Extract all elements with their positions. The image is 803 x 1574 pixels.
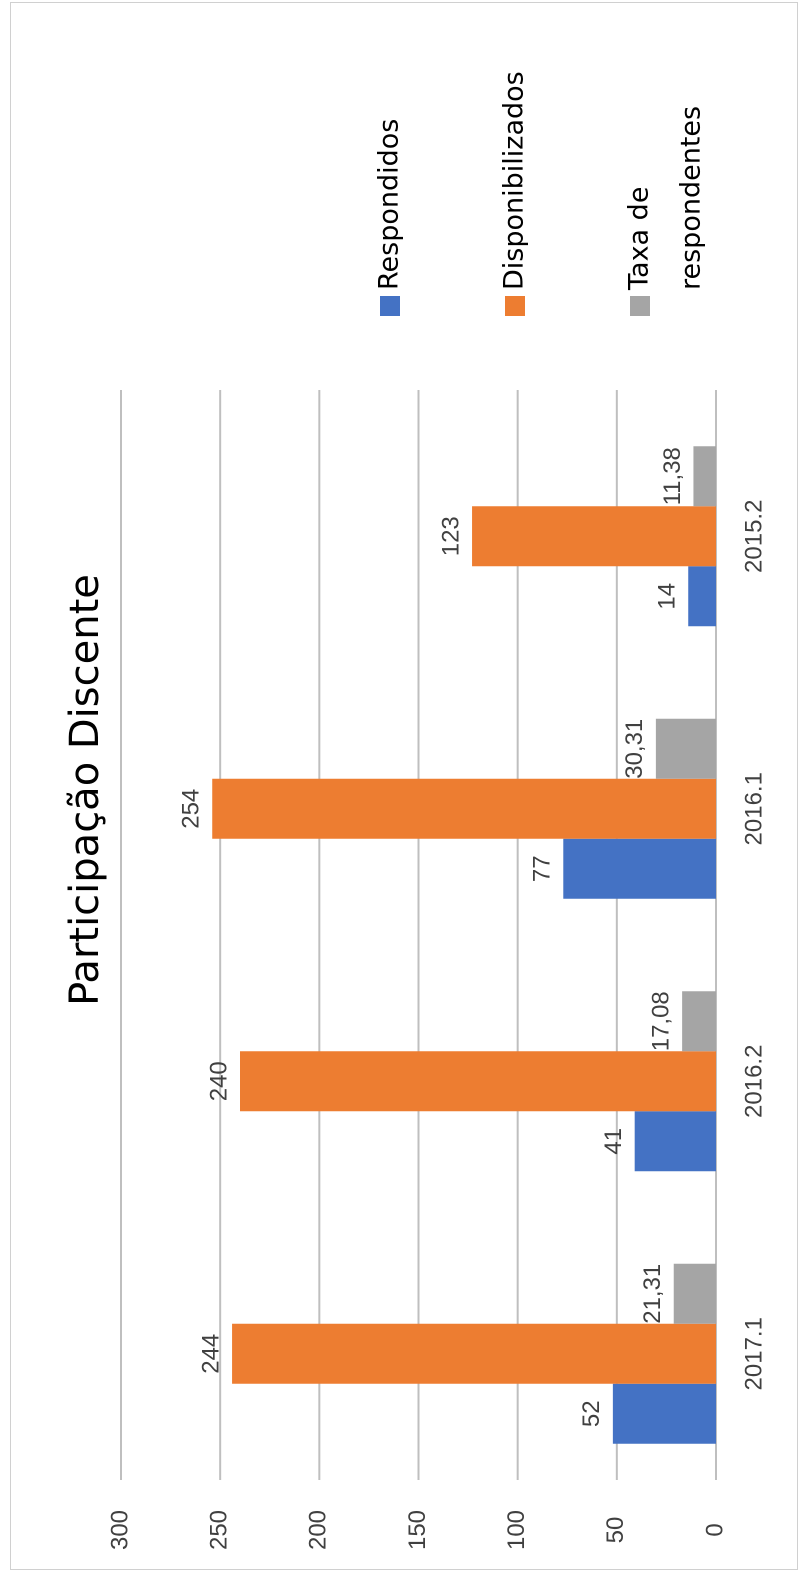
- data-label: 123: [437, 516, 464, 556]
- bar-respondidos-2016.2: [634, 1111, 716, 1172]
- chart-frame: [10, 2, 798, 1570]
- value-tick-label: 250: [206, 1510, 233, 1550]
- legend: Respondidos Disponibilizados Taxa de respon…: [374, 71, 707, 316]
- category-tick-label: 2015.2: [740, 500, 767, 573]
- data-label: 77: [529, 855, 556, 882]
- data-label: 11,38: [659, 447, 686, 505]
- data-label: 240: [205, 1061, 232, 1101]
- data-labels: 14 123 11,38 77 254 30,31 41 240 17,08 52 244 21,31: [178, 447, 686, 1427]
- data-label: 21,31: [639, 1264, 666, 1324]
- value-tick-label: 50: [602, 1517, 629, 1544]
- legend-label: respondentes: [676, 106, 707, 290]
- value-tick-label: 0: [701, 1523, 728, 1536]
- category-axis-ticks: 2015.2 2016.1 2016.2 2017.1: [740, 500, 767, 1391]
- bars: [212, 446, 717, 1444]
- data-label: 17,08: [647, 991, 674, 1051]
- bar-taxa-de-respondentes-2017.1: [673, 1263, 716, 1324]
- bar-respondidos-2015.2: [688, 566, 716, 627]
- value-tick-label: 200: [305, 1510, 332, 1550]
- value-tick-label: 100: [503, 1510, 530, 1550]
- legend-swatch: [505, 296, 525, 316]
- data-label: 52: [578, 1400, 605, 1427]
- legend-swatch: [380, 296, 400, 316]
- legend-label: Taxa de: [624, 187, 655, 291]
- bar-disponibilizados-2016.1: [212, 778, 716, 839]
- category-tick-label: 2016.1: [740, 772, 767, 845]
- bar-disponibilizados-2015.2: [472, 506, 716, 567]
- data-label: 244: [197, 1334, 224, 1374]
- bar-taxa-de-respondentes-2016.1: [655, 718, 716, 779]
- category-tick-label: 2017.1: [740, 1317, 767, 1390]
- data-label: 30,31: [621, 719, 648, 779]
- category-tick-label: 2016.2: [740, 1045, 767, 1118]
- chart-title: Participação Discente: [62, 574, 108, 1006]
- data-label: 14: [654, 583, 681, 610]
- bar-taxa-de-respondentes-2015.2: [693, 446, 716, 507]
- legend-label: Disponibilizados: [499, 71, 530, 290]
- legend-label: Respondidos: [374, 119, 405, 290]
- bar-taxa-de-respondentes-2016.2: [682, 991, 716, 1052]
- data-label: 254: [178, 789, 205, 829]
- bar-disponibilizados-2017.1: [232, 1323, 717, 1384]
- value-tick-label: 300: [106, 1510, 133, 1550]
- bar-disponibilizados-2016.2: [240, 1051, 716, 1112]
- bar-respondidos-2017.1: [612, 1383, 716, 1444]
- data-label: 41: [600, 1128, 627, 1155]
- legend-swatch: [630, 296, 650, 316]
- value-axis-ticks: 0 50 100 150 200 250 300: [106, 1510, 728, 1550]
- bar-respondidos-2016.1: [563, 838, 716, 899]
- value-tick-label: 150: [404, 1510, 431, 1550]
